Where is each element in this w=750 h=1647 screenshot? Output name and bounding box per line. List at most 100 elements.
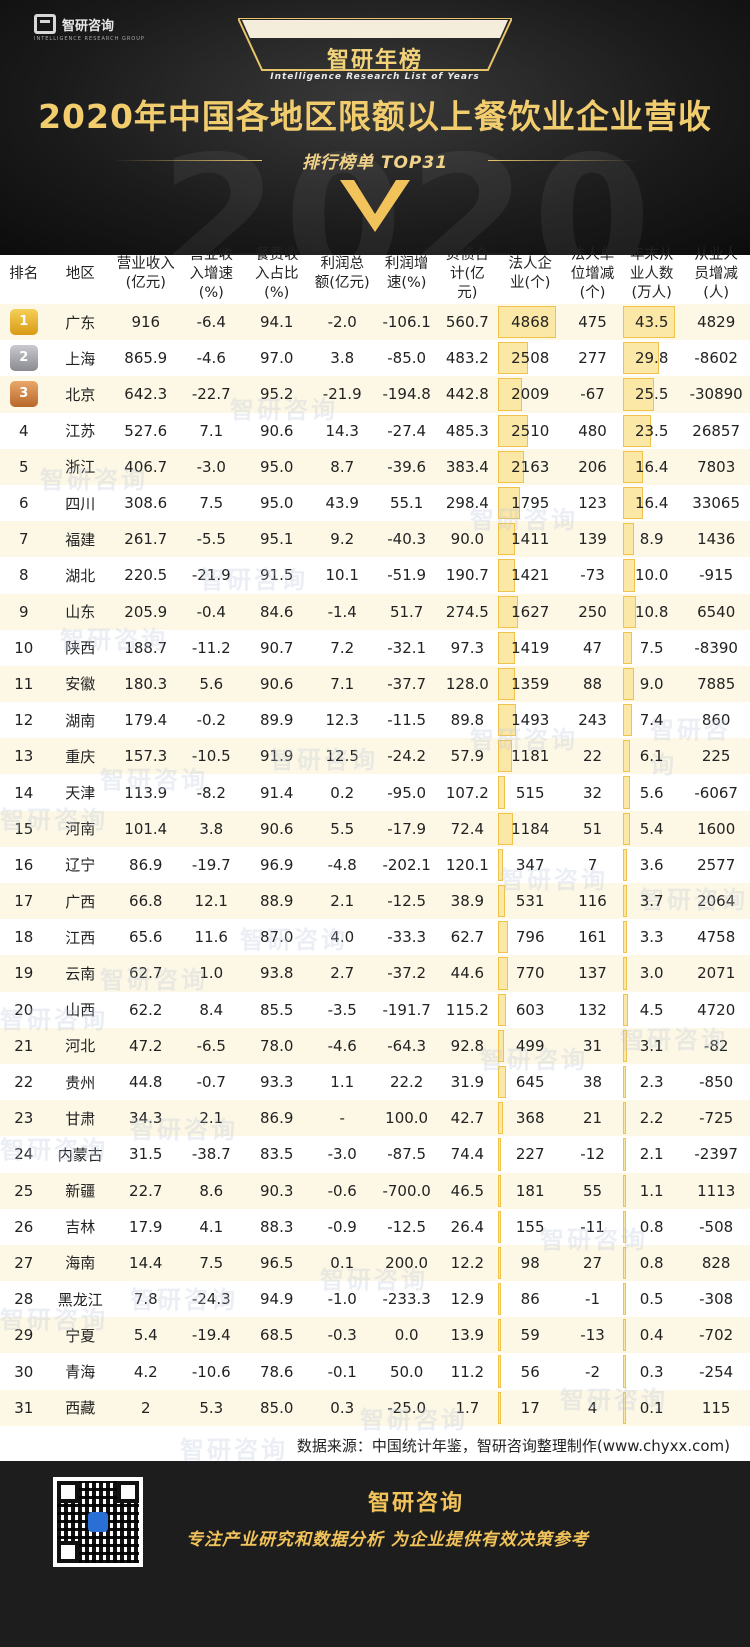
table-cell: 7885 (682, 665, 750, 703)
employees-bar-cell: 3.1 (621, 1027, 683, 1064)
corporations-bar-cell: 1795 (496, 484, 565, 522)
table-cell: 62.7 (438, 919, 497, 956)
cell-value: 155 (515, 1217, 545, 1236)
table-cell: -12.5 (374, 1208, 439, 1245)
cell-value: 8.9 (639, 530, 664, 549)
table-cell: 11.6 (178, 919, 244, 956)
table-cell: 26 (0, 1208, 48, 1245)
region-cell: 北京 (47, 376, 114, 413)
table-cell: 31.9 (438, 1063, 497, 1101)
footer-slogan: 专注产业研究和数据分析 为企业提供有效决策参考 (186, 1530, 589, 1550)
value-bar (623, 1210, 627, 1243)
corporations-bar-cell: 2009 (496, 376, 565, 413)
table-cell: 86.9 (243, 1100, 310, 1137)
value-bar (623, 776, 630, 809)
table-cell: 89.8 (438, 702, 497, 739)
table-cell: 46.5 (438, 1172, 497, 1209)
value-bar (498, 1210, 502, 1243)
table-cell: -6.4 (178, 304, 244, 341)
table-cell: 8.6 (178, 1172, 244, 1209)
table-cell: -4.6 (309, 1027, 375, 1064)
corporations-bar-cell: 1419 (496, 629, 565, 666)
employees-bar-cell: 10.0 (621, 557, 683, 594)
employees-bar-cell: 43.5 (621, 304, 683, 341)
table-cell: 180.3 (113, 665, 179, 703)
cell-value: 0.8 (639, 1217, 664, 1236)
cell-value: 59 (520, 1326, 540, 1345)
value-bar (498, 559, 516, 592)
badge-title: 智研年榜 (326, 48, 423, 73)
table-cell: 17 (0, 883, 48, 920)
table-cell: 5.3 (178, 1389, 244, 1426)
table-cell: 107.2 (438, 774, 497, 811)
table-cell: 115.2 (438, 991, 497, 1028)
table-cell: 113.9 (113, 774, 179, 811)
table-cell: -21.9 (178, 557, 244, 594)
corporations-bar-cell: 4868 (496, 304, 565, 341)
table-cell: 91.9 (243, 738, 310, 775)
footer-banner: 智研咨询 专注产业研究和数据分析 为企业提供有效决策参考 (0, 1461, 750, 1647)
value-bar (498, 1029, 505, 1062)
value-bar (623, 631, 632, 664)
table-row: 9 山东 205.9 -0.4 84.6 -1.4 51.7 274.5 1627 250 10.8… (0, 593, 750, 630)
cell-value: 2.3 (639, 1073, 664, 1092)
table-cell: -0.6 (309, 1172, 375, 1209)
table-cell: 14 (0, 774, 48, 811)
table-cell: 12 (0, 702, 48, 739)
cell-value: 7.4 (639, 711, 664, 730)
employees-bar-cell: 2.2 (621, 1100, 683, 1137)
table-cell: 21 (564, 1100, 622, 1137)
table-cell: -39.6 (374, 448, 439, 485)
value-bar (498, 306, 557, 339)
table-cell: 27 (0, 1244, 48, 1282)
table-cell: -0.4 (178, 593, 244, 630)
employees-bar-cell: 0.5 (621, 1281, 683, 1318)
table-cell: 94.1 (243, 304, 310, 341)
table-cell: 27 (564, 1244, 622, 1282)
value-bar (623, 1138, 627, 1171)
table-cell: 17.9 (113, 1208, 179, 1245)
table-cell: 137 (564, 955, 622, 992)
table-cell: -4.6 (178, 340, 244, 377)
cell-value: 2163 (511, 457, 550, 476)
table-cell: 860 (682, 702, 750, 739)
cell-value: 10.0 (634, 566, 669, 585)
table-row: 26 吉林 17.9 4.1 88.3 -0.9 -12.5 26.4 155 -11 0.8 -50… (0, 1208, 750, 1245)
qr-code[interactable] (53, 1477, 143, 1567)
table-cell: 44.8 (113, 1063, 179, 1101)
table-cell: -0.9 (309, 1208, 375, 1245)
table-cell: 78.0 (243, 1027, 310, 1064)
table-cell: 205.9 (113, 593, 179, 630)
table-cell: 1.1 (309, 1063, 375, 1101)
value-bar (498, 523, 516, 556)
table-cell: 132 (564, 991, 622, 1028)
table-cell: 128.0 (438, 665, 497, 703)
table-cell: 13.9 (438, 1317, 497, 1354)
table-cell: 92.8 (438, 1027, 497, 1064)
table-row: 19 云南 62.7 1.0 93.8 2.7 -37.2 44.6 770 137 3.0 2071 (0, 955, 750, 992)
table-cell: -10.6 (178, 1353, 244, 1390)
value-bar (623, 523, 634, 556)
table-row: 8 湖北 220.5 -21.9 91.5 10.1 -51.9 190.7 1421 -73 10… (0, 557, 750, 594)
table-cell: 116 (564, 883, 622, 920)
cell-value: 0.3 (639, 1362, 664, 1381)
table-cell: -508 (682, 1208, 750, 1245)
cell-value: 1359 (511, 674, 550, 693)
table-cell: 1113 (682, 1172, 750, 1209)
value-bar (623, 559, 635, 592)
value-bar (498, 414, 529, 447)
cell-value: 347 (515, 855, 545, 874)
table-row: 11 安徽 180.3 5.6 90.6 7.1 -37.7 128.0 1359 88 9.0 78… (0, 665, 750, 703)
table-row: 21 河北 47.2 -6.5 78.0 -4.6 -64.3 92.8 499 31 3.1 -82 (0, 1027, 750, 1064)
table-cell: 4.1 (178, 1208, 244, 1245)
employees-bar-cell: 23.5 (621, 412, 683, 449)
rank-medal-cell: 2 (0, 340, 48, 377)
cell-value: 2508 (511, 349, 550, 368)
table-cell: 4720 (682, 991, 750, 1028)
table-cell: 14.4 (113, 1244, 179, 1282)
table-cell: 22 (564, 738, 622, 775)
table-cell: 2577 (682, 846, 750, 883)
table-cell: -13 (564, 1317, 622, 1354)
table-row: 20 山西 62.2 8.4 85.5 -3.5 -191.7 115.2 603 132 4.5 4… (0, 991, 750, 1028)
cell-value: 3.7 (639, 892, 664, 911)
